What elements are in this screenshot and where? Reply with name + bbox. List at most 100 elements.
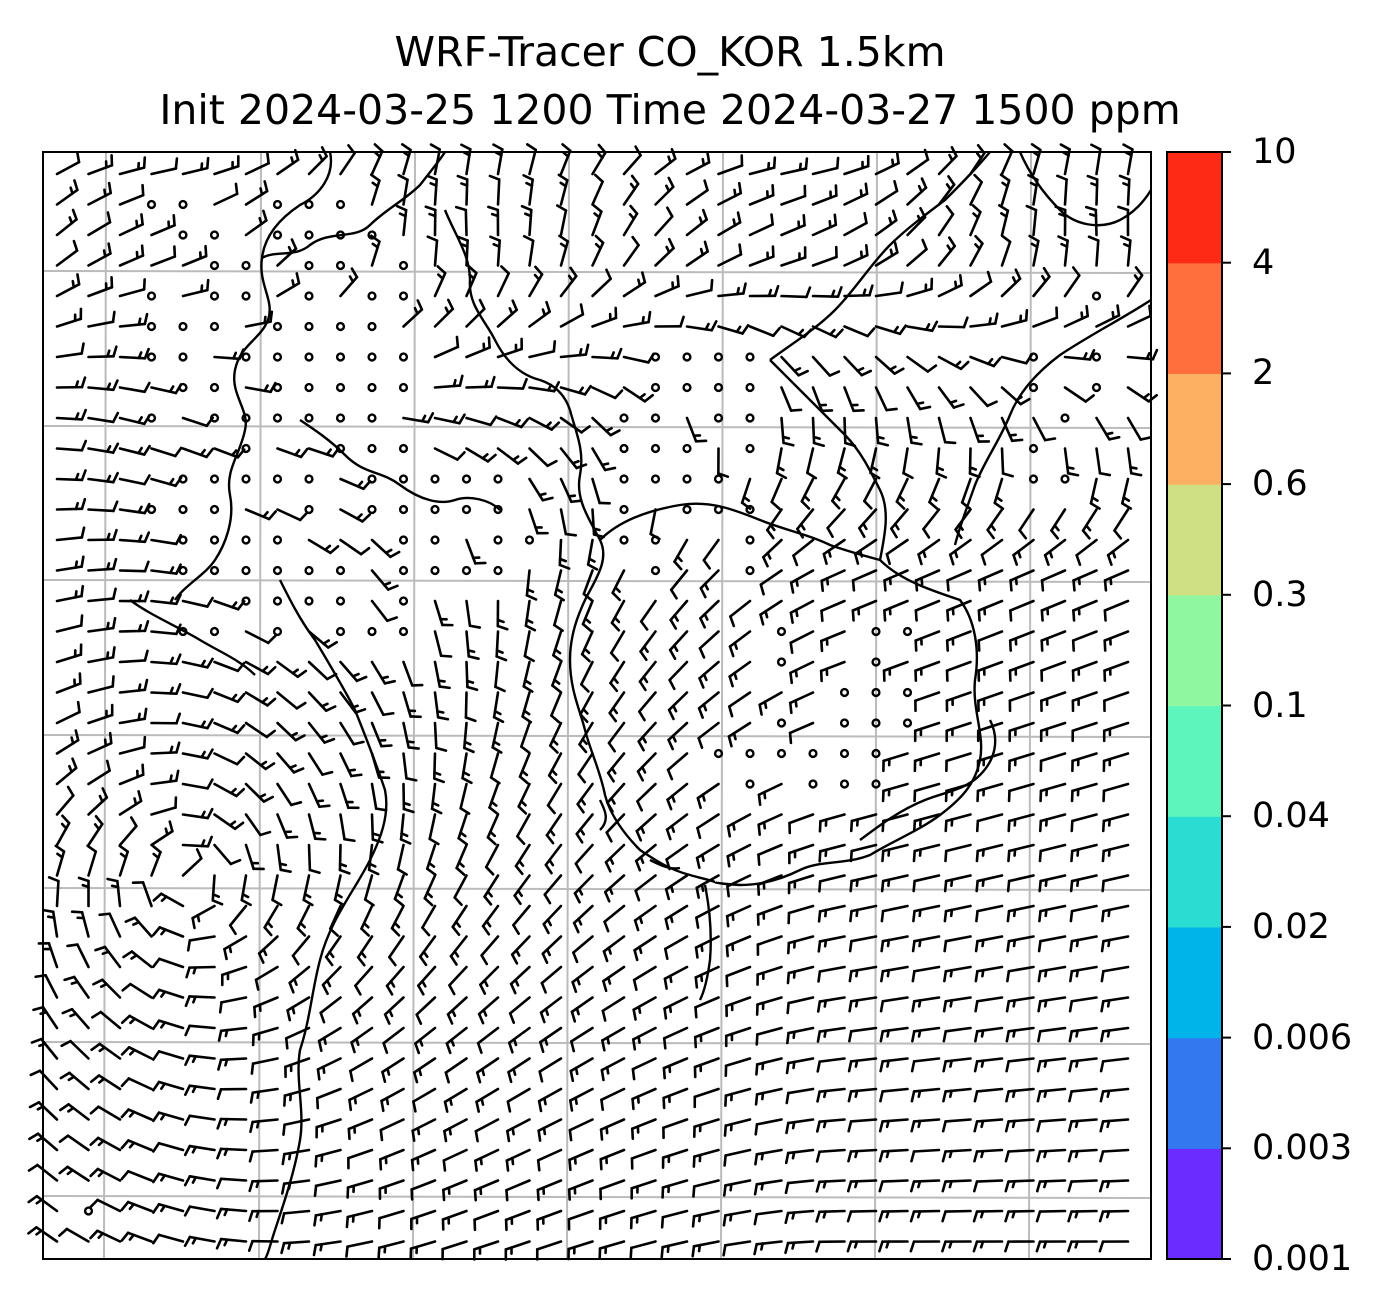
wind-barb — [493, 535, 503, 545]
wind-barb — [87, 154, 114, 176]
wind-barb — [902, 447, 914, 480]
wind-barb — [591, 173, 604, 206]
wind-barb — [396, 843, 408, 876]
wind-barb — [442, 1179, 468, 1202]
wind-barb — [446, 996, 468, 1025]
wind-barb — [654, 206, 674, 237]
colorbar — [1166, 151, 1231, 1260]
wind-barb — [151, 957, 185, 969]
wind-barb — [370, 752, 391, 780]
wind-barb — [757, 843, 783, 866]
wind-barb — [1000, 234, 1012, 267]
wind-barb — [146, 291, 157, 301]
wind-barb — [429, 143, 442, 176]
wind-barb — [152, 1141, 185, 1153]
wind-barb — [430, 535, 440, 545]
wind-barb — [42, 908, 59, 938]
wind-barb — [315, 1118, 342, 1139]
wind-barb — [1068, 1026, 1098, 1043]
wind-barb — [444, 1057, 468, 1084]
wind-barb — [843, 386, 865, 413]
wind-barb — [509, 965, 531, 995]
wind-barb — [545, 813, 563, 845]
wind-barb — [650, 352, 661, 362]
wind-barb — [304, 321, 314, 332]
wind-barb — [307, 630, 338, 649]
wind-barb — [698, 660, 720, 689]
wind-barb — [540, 965, 563, 994]
wind-barb — [241, 535, 251, 545]
wind-barb — [980, 538, 1004, 566]
wind-barb — [914, 569, 941, 592]
wind-barb — [696, 813, 720, 840]
wind-barb — [461, 752, 473, 785]
coastline-china-east — [263, 579, 388, 1260]
wind-barb — [402, 691, 422, 719]
wind-barb — [350, 1026, 374, 1054]
wind-barb — [874, 281, 904, 298]
wind-barb — [430, 504, 440, 515]
wind-barb — [178, 535, 188, 545]
coastline-primorye — [769, 151, 991, 361]
wind-barb — [451, 904, 468, 937]
wind-barb — [636, 782, 657, 812]
wind-barb — [87, 675, 115, 694]
wind-barb — [1068, 1087, 1098, 1103]
wind-barb — [146, 199, 157, 210]
wind-barb — [87, 528, 118, 542]
wind-barb — [465, 415, 498, 427]
coastlines — [129, 151, 1153, 1260]
wind-barb — [568, 1148, 594, 1172]
wind-barb — [725, 996, 752, 1018]
wind-barb — [601, 996, 626, 1022]
wind-barb — [1072, 569, 1098, 592]
wind-barb — [1091, 291, 1102, 301]
wind-barb — [572, 935, 594, 964]
wind-barb — [1037, 965, 1067, 983]
wind-barb — [1028, 443, 1039, 454]
wind-barb — [619, 504, 629, 515]
wind-barb — [348, 1087, 374, 1112]
wind-barb — [664, 874, 689, 901]
wind-barb — [591, 204, 603, 237]
wind-barb — [453, 874, 468, 907]
wind-barb — [839, 779, 850, 789]
wind-barb — [1008, 752, 1035, 773]
wind-barb — [1000, 416, 1024, 443]
wind-barb — [506, 1118, 531, 1143]
wind-barb — [89, 1136, 122, 1152]
wind-barb — [874, 151, 900, 176]
wind-barb — [402, 299, 424, 328]
wind-barb — [89, 1229, 122, 1243]
wind-barb — [622, 310, 652, 328]
wind-barb — [150, 769, 180, 786]
wind-barb — [411, 1118, 437, 1142]
wind-barb — [1126, 266, 1144, 298]
wind-barb — [181, 278, 210, 298]
wind-barb — [522, 174, 534, 206]
wind-barb — [455, 843, 468, 876]
wind-barb — [1025, 204, 1038, 237]
wind-barb — [465, 298, 486, 328]
wind-barb — [1038, 843, 1067, 863]
wind-barb — [223, 935, 248, 961]
wind-barb — [307, 843, 321, 875]
wind-barb — [417, 965, 437, 996]
wind-barb — [691, 1209, 720, 1228]
wind-barb — [121, 982, 153, 999]
wind-barb — [1005, 1026, 1035, 1043]
wind-barb — [244, 152, 270, 176]
wind-barb — [347, 1148, 374, 1170]
wind-barb — [328, 904, 342, 937]
wind-barb — [276, 660, 308, 679]
wind-barb — [846, 1240, 878, 1253]
wind-barb — [150, 214, 176, 237]
wind-barb — [335, 443, 346, 454]
wind-barb — [1000, 308, 1029, 328]
wind-barb — [388, 935, 405, 967]
wind-barb — [619, 535, 629, 545]
wind-barb — [213, 752, 246, 766]
wind-barb — [880, 935, 909, 953]
wind-barb — [539, 1026, 563, 1054]
wind-barb — [630, 1148, 657, 1170]
